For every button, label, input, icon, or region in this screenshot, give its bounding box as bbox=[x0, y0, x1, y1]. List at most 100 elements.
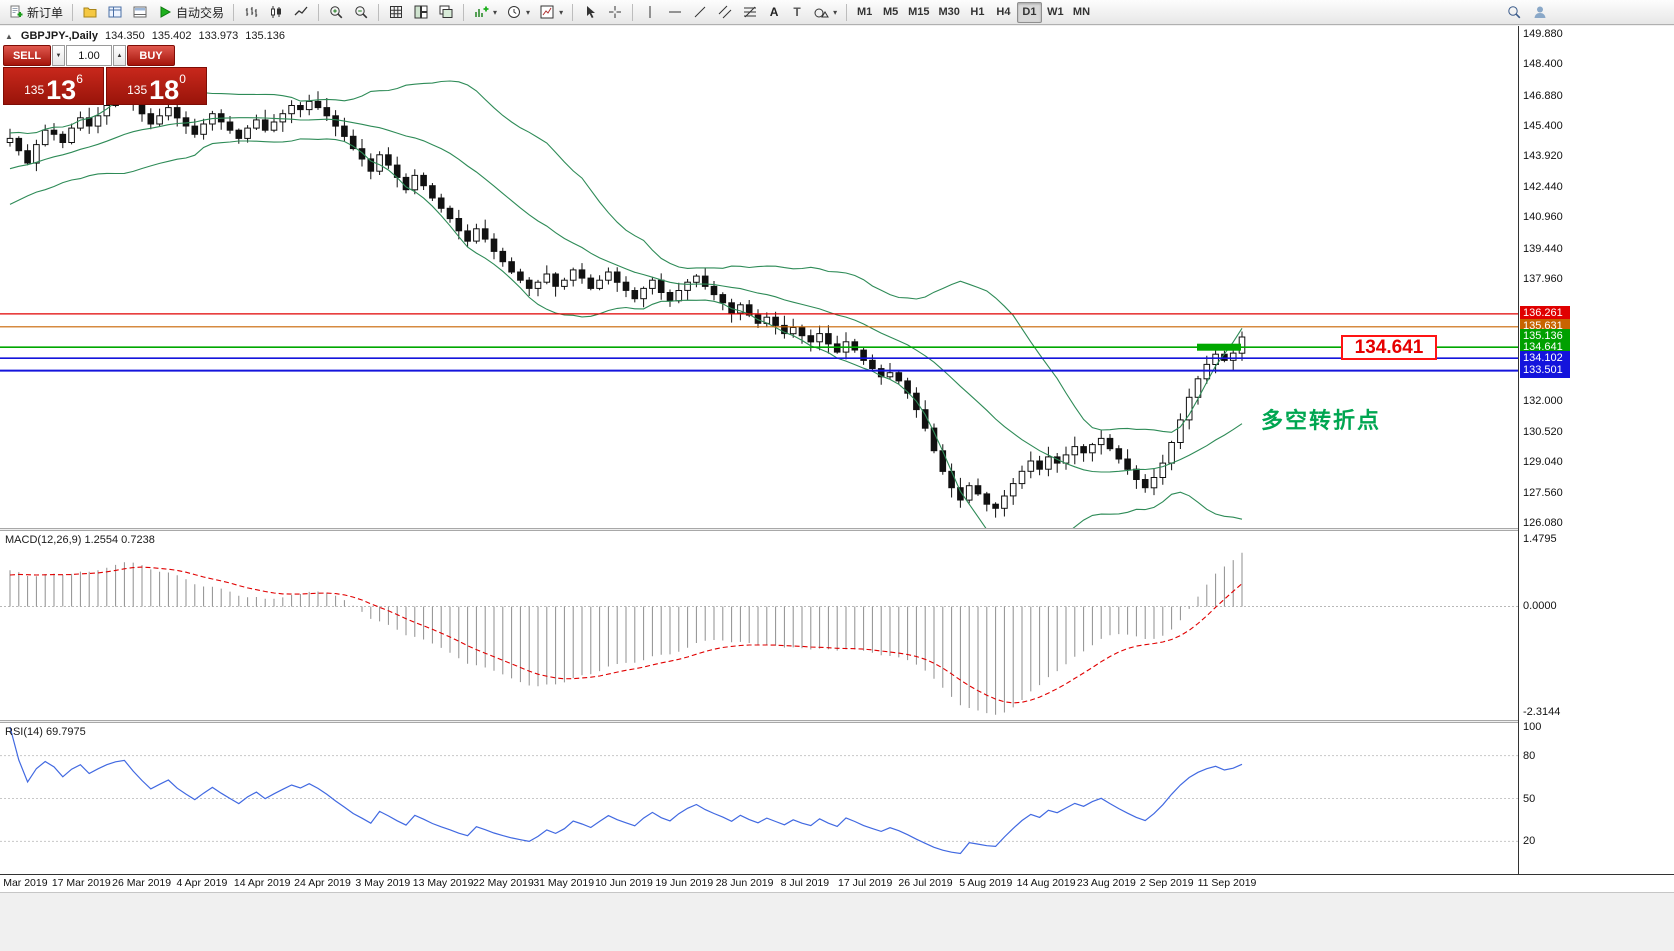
crosshair-icon bbox=[609, 6, 622, 18]
price-level-chip: 136.261 bbox=[1520, 306, 1570, 322]
tile-windows-button[interactable] bbox=[409, 2, 433, 23]
candle bbox=[349, 135, 357, 150]
templates-button[interactable]: ▾ bbox=[535, 2, 567, 23]
timeframe-button-M30[interactable]: M30 bbox=[938, 6, 960, 18]
sell-price-display[interactable]: 135 13 6 bbox=[3, 67, 104, 105]
candle bbox=[1097, 437, 1105, 446]
bollinger-band-line bbox=[9, 117, 1243, 473]
candle bbox=[649, 279, 656, 289]
shapes-tool-button[interactable]: ▾ bbox=[809, 2, 841, 23]
volume-increase-button[interactable]: ▲ bbox=[113, 45, 126, 66]
rsi-canvas[interactable] bbox=[0, 723, 1518, 874]
buy-price-prefix: 135 bbox=[127, 83, 148, 97]
timeframe-button-W1[interactable]: W1 bbox=[1047, 6, 1064, 18]
candle bbox=[1194, 378, 1202, 398]
timeframe-button-H4[interactable]: H4 bbox=[996, 6, 1011, 18]
autotrading-button[interactable]: 自动交易 bbox=[153, 2, 228, 23]
turning-point-annotation[interactable]: 多空转折点 bbox=[1261, 408, 1382, 433]
timeframe-button-H1[interactable]: H1 bbox=[970, 6, 985, 18]
fibonacci-tool-button[interactable] bbox=[738, 2, 762, 23]
date-label: 14 Apr 2019 bbox=[233, 877, 291, 889]
candle bbox=[499, 250, 507, 263]
cursor-tool-button[interactable] bbox=[578, 2, 602, 23]
candle bbox=[473, 228, 480, 242]
text-tool-button[interactable]: A bbox=[763, 2, 785, 23]
volume-decrease-button[interactable]: ▼ bbox=[52, 45, 65, 66]
candle bbox=[77, 117, 84, 129]
price-level-callout-box[interactable]: 134.641 bbox=[1341, 335, 1437, 360]
community-button[interactable] bbox=[1528, 2, 1552, 23]
sell-button[interactable]: SELL bbox=[3, 45, 51, 66]
candle bbox=[323, 107, 331, 117]
line-chart-mode-button[interactable] bbox=[289, 2, 313, 23]
periods-button[interactable]: ▾ bbox=[502, 2, 534, 23]
candle bbox=[1168, 442, 1175, 464]
cascade-windows-button[interactable] bbox=[434, 2, 458, 23]
candle bbox=[508, 261, 515, 273]
panel-separator[interactable] bbox=[0, 720, 1674, 723]
timeframe-button-MN[interactable]: MN bbox=[1072, 6, 1091, 18]
candle bbox=[94, 115, 102, 127]
macd-scale-label: -2.3144 bbox=[1523, 706, 1561, 718]
rsi-scale-label: 100 bbox=[1523, 721, 1542, 733]
panel-separator[interactable] bbox=[0, 528, 1674, 531]
profiles-button[interactable] bbox=[78, 2, 102, 23]
terminal-button[interactable] bbox=[128, 2, 152, 23]
price-level-chip: 134.102 bbox=[1520, 350, 1570, 366]
candle bbox=[684, 281, 691, 291]
candle bbox=[904, 380, 911, 394]
candle bbox=[957, 487, 964, 501]
rsi-scale-label: 50 bbox=[1523, 792, 1536, 805]
candlestick-icon bbox=[271, 6, 282, 18]
candle bbox=[279, 113, 287, 123]
price-axis[interactable]: 149.880 148.400 146.880 145.400 143.920 142.4… bbox=[1518, 26, 1674, 874]
zoom-in-button[interactable] bbox=[324, 2, 348, 23]
horizontal-line-tool-button[interactable] bbox=[663, 2, 687, 23]
trendline-tool-button[interactable] bbox=[688, 2, 712, 23]
community-person-icon bbox=[1534, 6, 1546, 18]
buy-button[interactable]: BUY bbox=[127, 45, 175, 66]
label-tool-button[interactable]: T bbox=[786, 2, 808, 23]
toolbar-separator bbox=[318, 3, 320, 21]
tile-windows-icon bbox=[414, 5, 428, 19]
candle bbox=[710, 285, 718, 296]
indicators-button[interactable]: ▾ bbox=[469, 2, 501, 23]
candlestick-mode-button[interactable] bbox=[264, 2, 288, 23]
new-order-button[interactable]: 新订单 bbox=[4, 2, 67, 23]
sell-price-big-digits: 13 bbox=[46, 75, 77, 105]
date-label: 4 Apr 2019 bbox=[176, 877, 228, 889]
price-chart-canvas[interactable] bbox=[0, 26, 1518, 528]
line-chart-icon bbox=[294, 6, 308, 16]
timeframe-button-M15[interactable]: M15 bbox=[908, 6, 930, 18]
timeframe-button-M1[interactable]: M1 bbox=[856, 6, 873, 18]
thick-level-segment[interactable] bbox=[1197, 343, 1241, 351]
candle bbox=[24, 150, 31, 164]
candle bbox=[798, 327, 806, 337]
volume-input[interactable]: 1.00 bbox=[66, 45, 112, 66]
candle bbox=[358, 148, 366, 160]
timeframe-button-D1[interactable]: D1 bbox=[1016, 1, 1042, 23]
bar-chart-mode-button[interactable] bbox=[239, 2, 263, 23]
grid-button[interactable] bbox=[384, 2, 408, 23]
market-watch-button[interactable] bbox=[103, 2, 127, 23]
candle bbox=[992, 503, 999, 509]
search-button[interactable] bbox=[1502, 2, 1526, 23]
timeframe-button-M5[interactable]: M5 bbox=[882, 6, 899, 18]
candle bbox=[59, 133, 67, 144]
terminal-icon bbox=[133, 6, 147, 18]
toolbar-separator bbox=[378, 3, 380, 21]
candle bbox=[525, 279, 533, 289]
window-bottom-area bbox=[0, 892, 1674, 951]
zoom-out-button[interactable] bbox=[349, 2, 373, 23]
chevron-down-icon: ▾ bbox=[559, 7, 564, 17]
crosshair-tool-button[interactable] bbox=[603, 2, 627, 23]
macd-canvas[interactable] bbox=[0, 531, 1518, 720]
vertical-line-tool-button[interactable] bbox=[638, 2, 662, 23]
symbol-period-label: GBPJPY-,Daily bbox=[20, 30, 98, 42]
buy-price-display[interactable]: 135 18 0 bbox=[106, 67, 207, 105]
channel-tool-button[interactable] bbox=[713, 2, 737, 23]
one-click-collapse-icon[interactable]: ▲ bbox=[5, 31, 13, 41]
price-tick-label: 146.880 bbox=[1523, 89, 1563, 102]
candle bbox=[851, 341, 859, 351]
